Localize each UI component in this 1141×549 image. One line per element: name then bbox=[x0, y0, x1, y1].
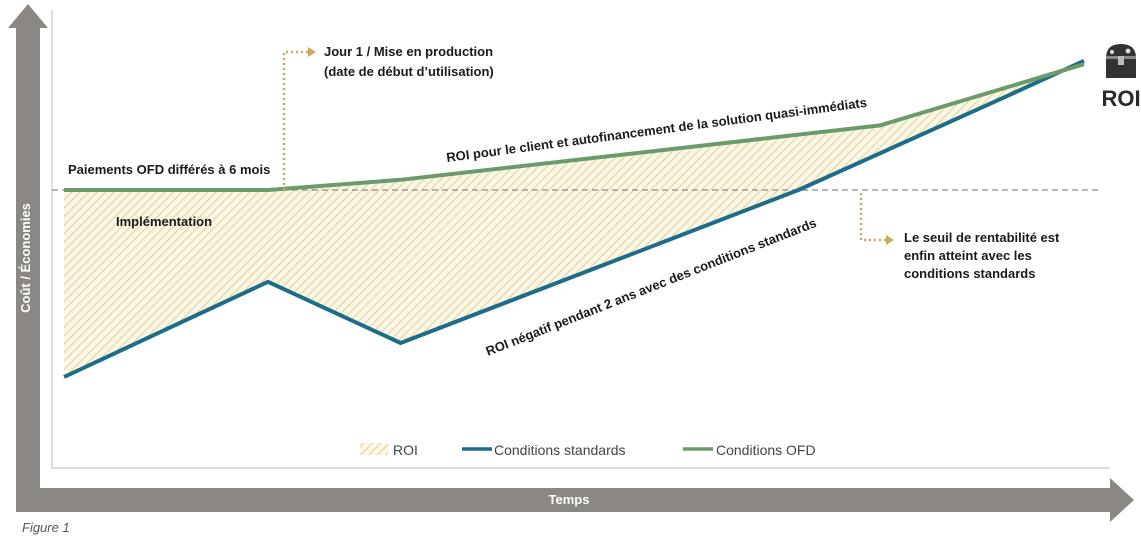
day1-sublabel: (date de début d’utilisation) bbox=[324, 64, 494, 79]
legend-label-ofd: Conditions OFD bbox=[716, 442, 816, 458]
legend-label-standard: Conditions standards bbox=[494, 442, 626, 458]
y-axis-label: Coût / Économies bbox=[18, 203, 33, 313]
deferred-label: Paiements OFD différés à 6 mois bbox=[68, 162, 270, 177]
roi-area bbox=[64, 60, 1084, 378]
y-axis-arrow bbox=[8, 4, 48, 492]
roi-badge-label: ROI bbox=[1101, 86, 1140, 111]
breakeven-arrowhead bbox=[886, 235, 894, 245]
day1-arrowhead bbox=[308, 47, 316, 57]
breakeven-label-2: enfin atteint avec les bbox=[904, 248, 1032, 263]
breakeven-arrow bbox=[859, 193, 886, 242]
legend-label-roi: ROI bbox=[393, 442, 418, 458]
x-axis-arrow bbox=[16, 478, 1134, 522]
series-line-ofd bbox=[64, 62, 1085, 192]
treasure-chest-icon bbox=[1106, 44, 1136, 78]
series-line-standard bbox=[63, 58, 1085, 379]
breakeven-label-3: conditions standards bbox=[904, 266, 1035, 281]
x-axis-label: Temps bbox=[549, 492, 590, 507]
day1-arrow bbox=[282, 50, 308, 190]
implementation-label: Implémentation bbox=[116, 214, 212, 229]
legend: ROI Conditions standards Conditions OFD bbox=[360, 442, 816, 458]
day1-label: Jour 1 / Mise en production bbox=[324, 44, 493, 59]
legend-swatch-roi bbox=[360, 443, 388, 455]
breakeven-label-1: Le seuil de rentabilité est bbox=[904, 230, 1060, 245]
figure-caption: Figure 1 bbox=[22, 520, 70, 535]
